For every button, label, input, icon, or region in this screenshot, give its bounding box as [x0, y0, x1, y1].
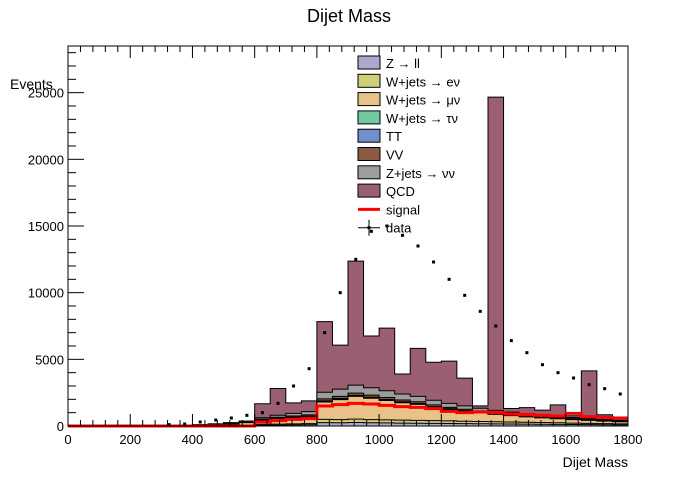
data-point — [292, 384, 296, 388]
data-point — [276, 401, 280, 405]
data-point — [307, 367, 311, 371]
x-tick-label: 1200 — [427, 432, 456, 447]
data-point — [369, 229, 373, 233]
data-point — [432, 260, 436, 264]
x-tick-label: 1600 — [551, 432, 580, 447]
legend-label: Z+jets → νν — [386, 166, 455, 181]
y-tick-label: 10000 — [28, 286, 64, 301]
legend-label: W+jets → μν — [386, 93, 460, 108]
data-points — [167, 224, 622, 427]
data-point — [463, 293, 467, 297]
legend-swatch — [357, 165, 381, 180]
data-point — [494, 324, 498, 328]
legend-data-marker — [367, 226, 371, 230]
legend-label: Z → ll — [386, 56, 420, 71]
legend-label: W+jets → eν — [386, 74, 460, 89]
data-point — [229, 416, 233, 420]
y-tick-label: 5000 — [35, 352, 64, 367]
data-point — [323, 331, 327, 335]
data-point — [525, 351, 529, 355]
data-point — [540, 363, 544, 367]
data-point — [400, 233, 404, 237]
x-tick-label: 800 — [306, 432, 328, 447]
data-point — [572, 376, 576, 380]
legend-label: TT — [386, 129, 402, 144]
data-point — [556, 371, 560, 375]
x-tick-label: 400 — [182, 432, 204, 447]
data-point — [245, 413, 249, 417]
data-point — [509, 339, 513, 343]
axes: 0 200 400 600 800 1000 1200 1400 1600 1800 0 5000 10… — [28, 46, 643, 447]
stack-qcd — [68, 96, 629, 427]
legend: Z → ll W+jets → eν W+jets → μν W+jets → τν T… — [357, 55, 460, 236]
data-point — [183, 422, 187, 426]
data-point — [167, 423, 171, 427]
legend-label: QCD — [386, 184, 415, 199]
legend-label: W+jets → τν — [386, 111, 458, 126]
legend-label: data — [386, 221, 412, 236]
data-point — [354, 257, 358, 261]
y-tick-label: 0 — [57, 419, 64, 434]
data-point — [338, 291, 342, 295]
data-point — [447, 277, 451, 281]
legend-label: VV — [386, 148, 404, 163]
legend-label: signal — [386, 202, 420, 217]
stacked-histograms — [68, 96, 629, 427]
legend-swatch — [357, 147, 381, 161]
legend-swatch — [357, 110, 381, 125]
data-point — [260, 411, 264, 415]
legend-swatch — [357, 73, 381, 88]
data-point — [618, 392, 622, 396]
y-tick-label: 15000 — [28, 219, 64, 234]
x-tick-label: 0 — [64, 432, 71, 447]
data-point — [214, 418, 218, 422]
data-point — [587, 383, 591, 387]
data-point — [603, 387, 607, 391]
y-tick-label: 20000 — [28, 152, 64, 167]
chart-title: Dijet Mass — [307, 6, 391, 26]
data-point — [385, 224, 389, 228]
x-tick-label: 600 — [244, 432, 266, 447]
legend-swatch — [357, 55, 381, 70]
legend-swatch — [357, 128, 381, 143]
y-tick-label: 25000 — [28, 86, 64, 101]
data-point — [416, 244, 420, 248]
data-point — [478, 309, 482, 313]
data-point — [198, 420, 202, 424]
legend-swatch — [357, 92, 381, 107]
x-tick-label: 1400 — [489, 432, 518, 447]
legend-swatch — [357, 183, 381, 198]
x-tick-label: 200 — [119, 432, 141, 447]
x-tick-label: 1800 — [614, 432, 643, 447]
x-tick-label: 1000 — [365, 432, 394, 447]
plot-frame — [67, 45, 629, 427]
y-axis-label: Events — [10, 76, 53, 92]
x-axis-label: Dijet Mass — [563, 454, 628, 470]
